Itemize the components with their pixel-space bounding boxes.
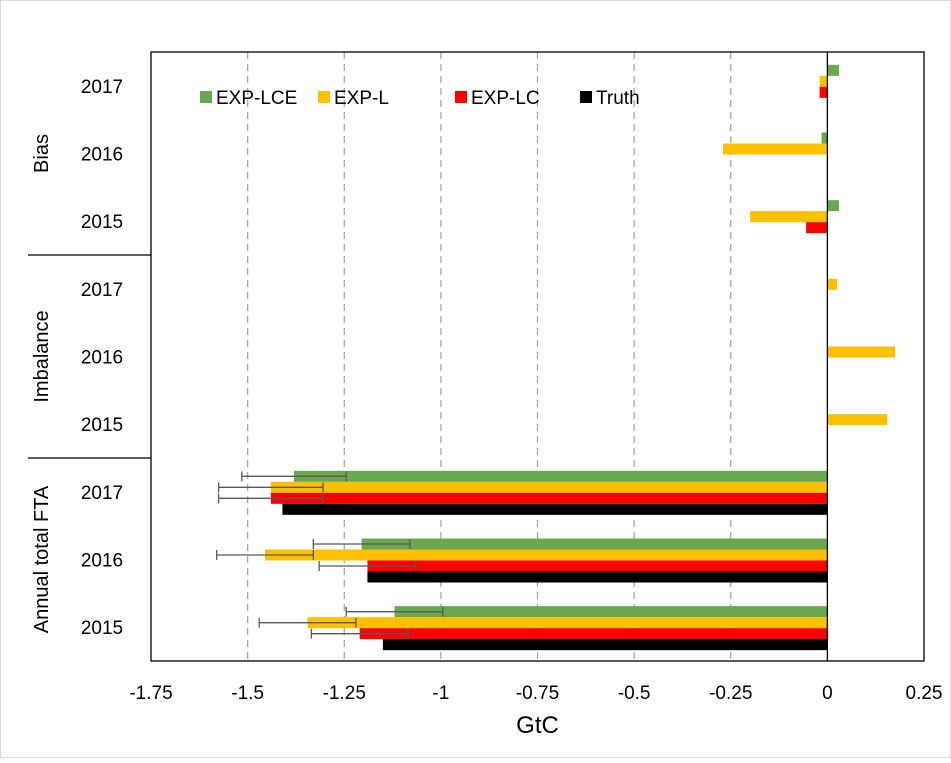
bar (270, 481, 828, 493)
legend-swatch (580, 91, 592, 103)
group-label: Bias (31, 134, 53, 173)
legend-label: EXP-L (334, 88, 389, 109)
bar (827, 278, 838, 290)
bar (265, 549, 828, 561)
year-label: 2016 (81, 551, 123, 572)
x-tick-label: -1.75 (129, 683, 172, 704)
plot-frame (28, 51, 925, 662)
legend-swatch (200, 91, 212, 103)
legend-label: EXP-LC (471, 88, 540, 109)
bar (367, 571, 828, 583)
year-label: 2017 (81, 77, 123, 98)
legend-item: EXP-L (318, 88, 389, 109)
legend-label: Truth (596, 88, 640, 109)
bar (819, 86, 828, 98)
bar (382, 639, 828, 651)
bar (723, 143, 828, 155)
year-label: 2016 (81, 145, 123, 166)
year-label: 2015 (81, 415, 123, 436)
year-label: 2015 (81, 212, 123, 233)
bars (265, 64, 896, 651)
bar (806, 222, 828, 234)
y-axis-labels: Bias 2017 2016 2015 Imbalance 2017 2016 2015 Ann… (31, 77, 123, 639)
x-tick-label: -0.75 (516, 683, 559, 704)
x-tick-label: -1 (432, 683, 449, 704)
bar (750, 211, 828, 223)
bar (819, 75, 828, 87)
legend-item: Truth (580, 88, 640, 109)
legend: EXP-LCE EXP-L EXP-LC Truth (200, 88, 640, 109)
bar (294, 470, 828, 482)
bar (827, 346, 896, 358)
x-axis-title: GtC (516, 712, 559, 739)
x-tick-label: -1.25 (323, 683, 366, 704)
x-tick-label: -0.25 (709, 683, 752, 704)
bar (270, 492, 828, 504)
year-label: 2017 (81, 280, 123, 301)
bar (821, 132, 828, 144)
bar (827, 64, 839, 76)
group-label: Annual total FTA (31, 485, 53, 633)
plot-border (150, 51, 925, 662)
bar (307, 617, 828, 629)
legend-swatch (455, 91, 467, 103)
legend-item: EXP-LC (455, 88, 540, 109)
x-tick-label: 0.25 (906, 683, 943, 704)
group-label: Imbalance (31, 310, 53, 402)
legend-label: EXP-LCE (216, 88, 297, 109)
bar (394, 606, 828, 618)
x-tick-label: -0.5 (618, 683, 651, 704)
year-label: 2017 (81, 483, 123, 504)
legend-swatch (318, 91, 330, 103)
x-tick-label: 0 (822, 683, 833, 704)
year-label: 2016 (81, 348, 123, 369)
x-axis-tick-labels: -1.75 -1.5 -1.25 -1 -0.75 -0.5 -0.25 0 0.25 (129, 683, 942, 704)
error-bars (216, 471, 444, 639)
bar (361, 538, 828, 550)
bar (827, 414, 888, 426)
bar (827, 200, 839, 212)
legend-item: EXP-LCE (200, 88, 297, 109)
bar (282, 503, 828, 515)
bar (359, 628, 828, 640)
bar (367, 560, 828, 572)
x-tick-label: -1.5 (231, 683, 264, 704)
year-label: 2015 (81, 618, 123, 639)
